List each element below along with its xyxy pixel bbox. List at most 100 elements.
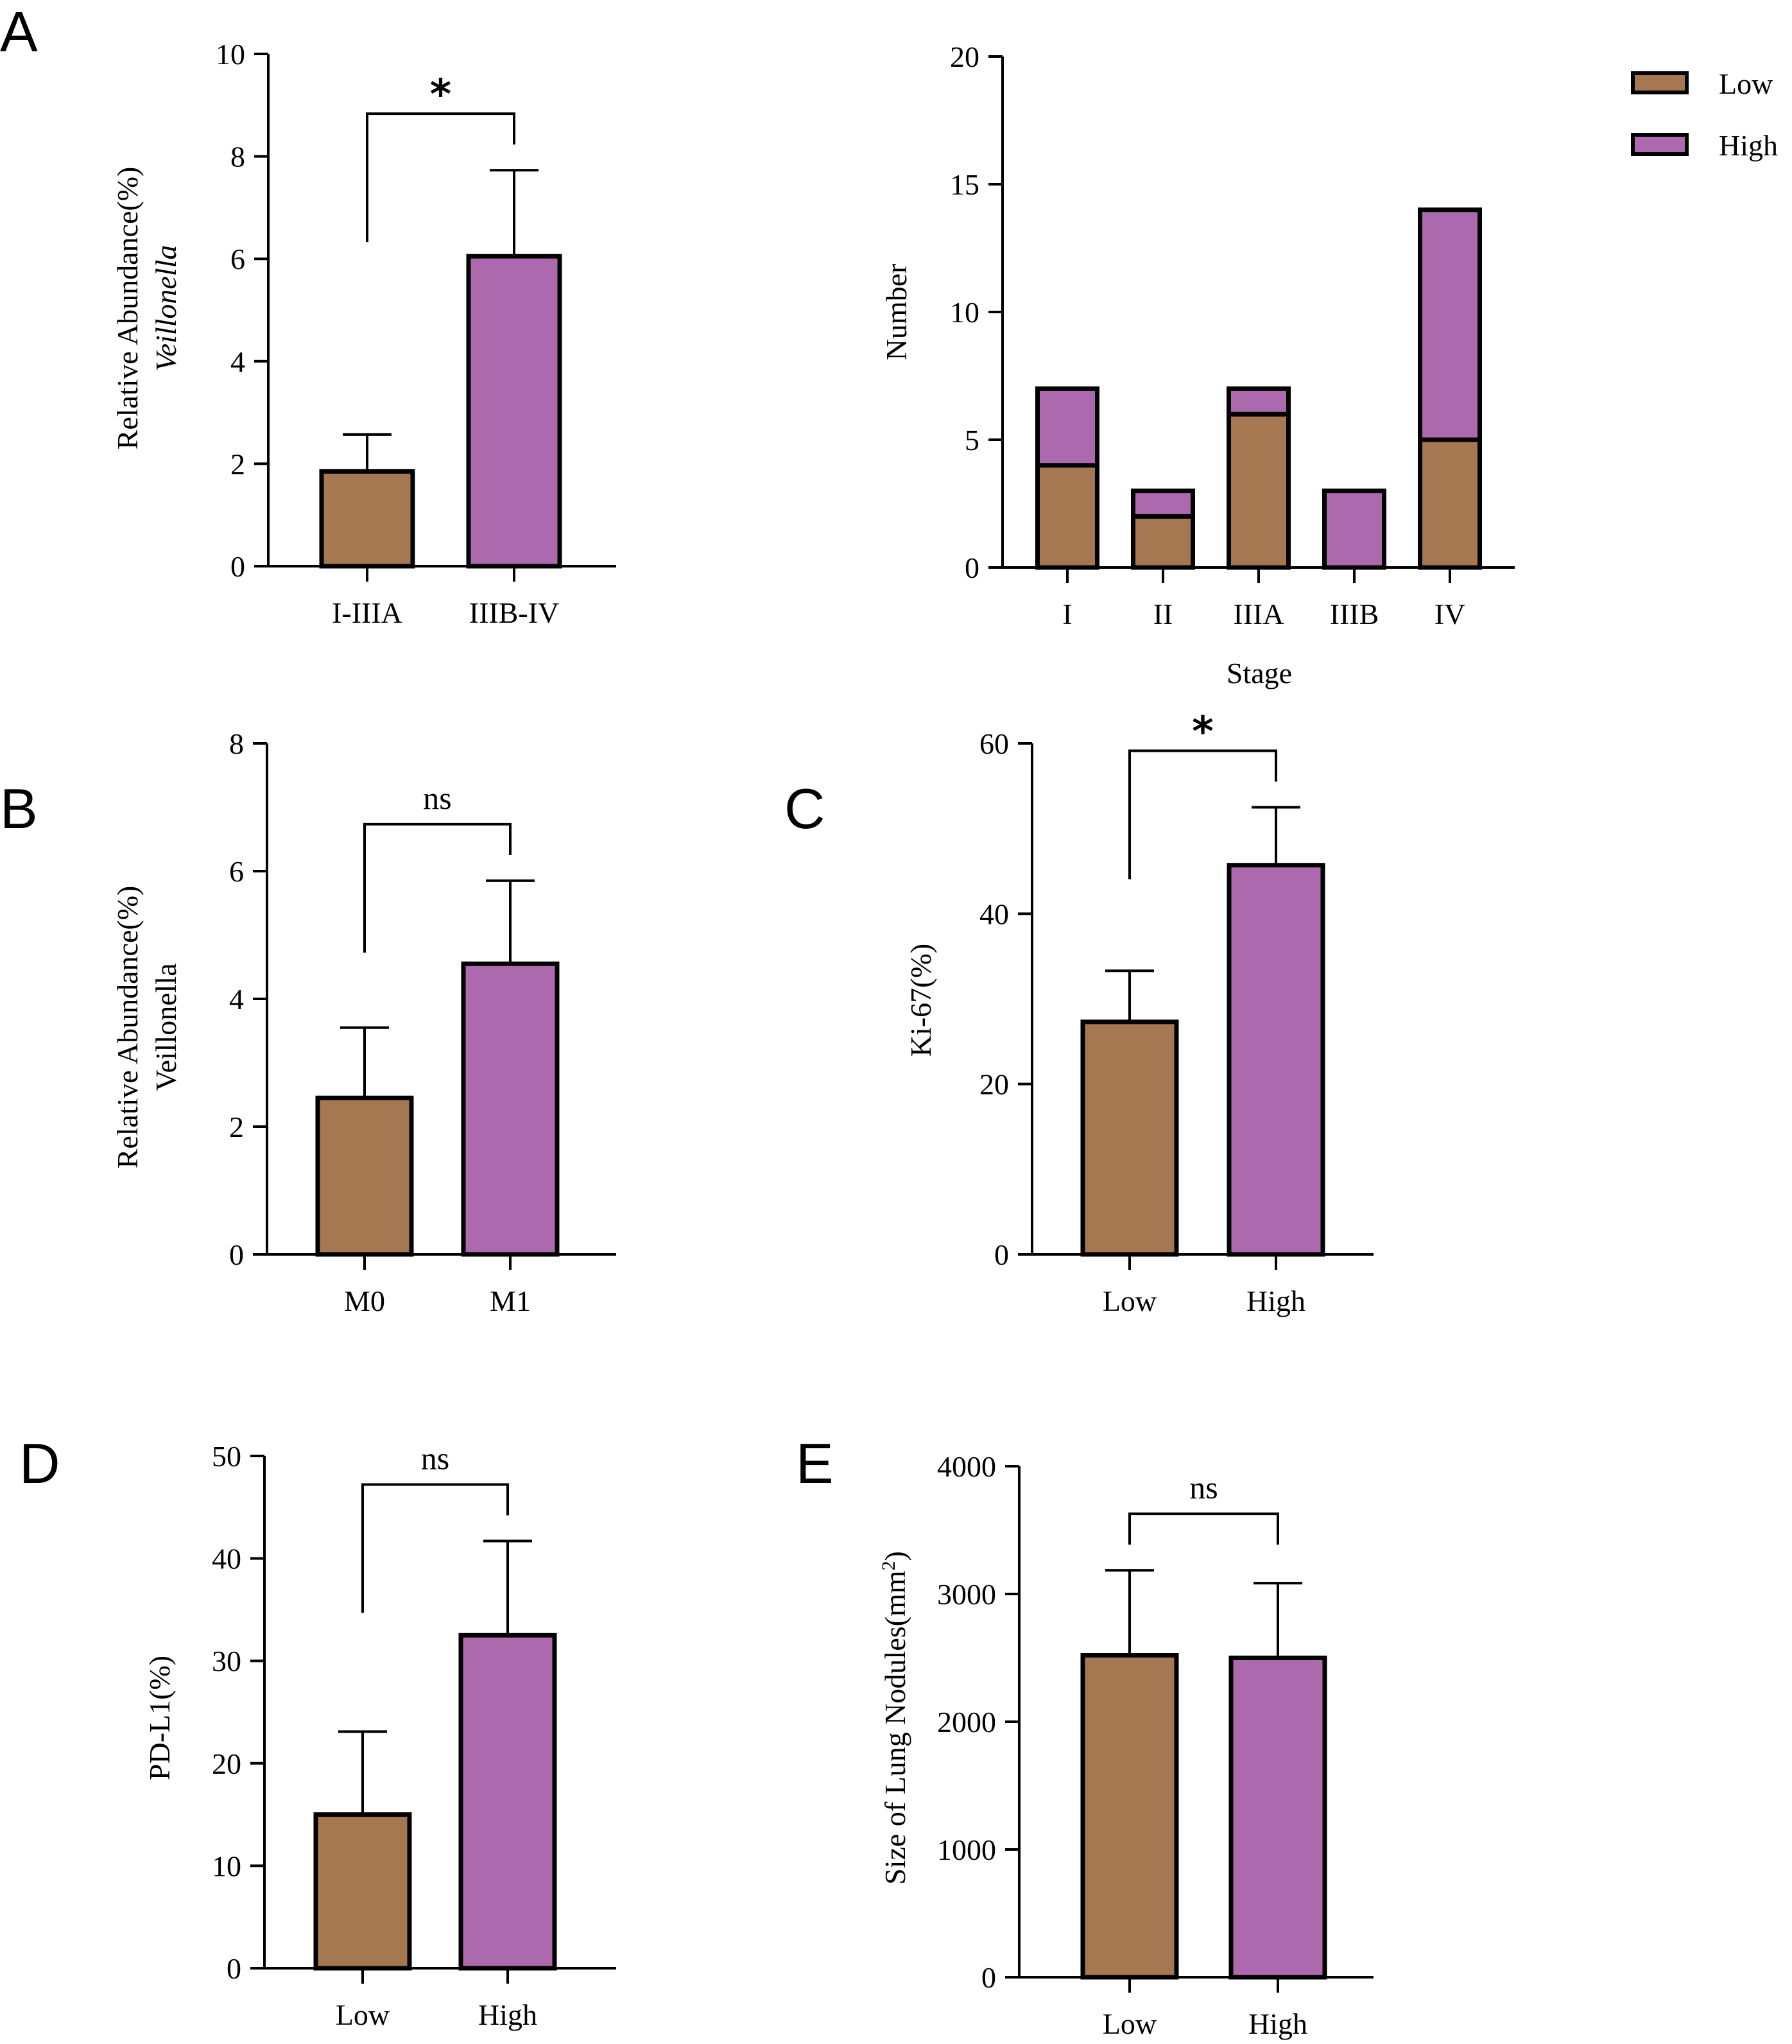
bar-high-i [1035,386,1099,468]
y-tick-label: 8 [230,141,245,173]
significance-bracket [1128,749,1277,879]
significance-label: * [1192,709,1213,756]
y-tick-label: 4 [230,345,245,378]
x-tick-label: IIIB [1330,598,1379,630]
x-tick-label: Low [1103,1285,1157,1317]
y-tick-label: 20 [950,40,979,73]
x-tick-label: M0 [344,1285,385,1317]
y-tick-label: 40 [212,1543,241,1575]
y-axis-title-superscript: 2 [878,1561,899,1571]
y-tick-label: 0 [230,550,245,583]
y-axis-title: Number [880,264,913,361]
legend-swatch-high [1631,133,1689,156]
y-tick-label: 20 [212,1747,241,1780]
y-axis-title-genus: Veillonella [150,963,182,1091]
y-tick-label: 4000 [937,1450,996,1483]
y-axis-title: Relative Abundance(%) [111,886,144,1169]
legend-swatch-low [1631,71,1689,94]
y-tick-label: 10 [950,296,979,329]
bar-high [1227,863,1325,1257]
y-tick-label: 3000 [937,1578,996,1611]
x-tick-label: I-IIIA [332,596,402,629]
y-tick-label: 0 [227,1952,241,1985]
panel-letter-d: D [19,1432,60,1495]
y-tick-label: 40 [979,897,1009,930]
y-tick-label: 6 [229,855,244,888]
significance-bracket [366,112,515,243]
x-tick-label: High [478,1998,537,2031]
y-axis-title: PD-L1(%) [143,1656,176,1780]
significance-bracket [361,1483,509,1613]
chart-d-pdl1: 0 10 20 30 40 50 Low High ns PD-L1(%) [143,1440,616,2031]
y-tick-label: 0 [965,551,979,584]
y-tick-label: 50 [212,1440,241,1473]
bar-m0 [315,1095,414,1257]
significance-label: ns [421,1440,449,1476]
x-tick-label: High [1248,2007,1307,2040]
y-tick-label: 2 [230,447,245,480]
legend: Low High [1631,67,1778,162]
y-tick-label: 0 [981,1961,996,1994]
x-tick-label: IV [1434,598,1466,630]
x-tick-label: IIIB-IV [469,596,560,629]
bar-low-i [1035,463,1099,570]
x-tick-label: Low [336,1998,390,2031]
bar-i-iiia [319,469,415,569]
significance-label: ns [423,780,451,816]
y-tick-label: 0 [229,1238,244,1271]
y-tick-label: 2000 [937,1706,996,1738]
bar-high [1228,1656,1327,1980]
bar-low [313,1812,412,1971]
bar-iiib-iv [466,254,562,569]
significance-bracket [363,822,512,953]
bar-high-iiib [1322,489,1386,570]
y-axis-title-genus: Veillonella [150,245,182,372]
y-tick-label: 2 [229,1111,244,1143]
bar-low [1080,1653,1179,1980]
panel-letter-e: E [796,1432,834,1495]
x-axis-title: Stage [1227,657,1292,689]
y-tick-label: 10 [216,38,245,71]
y-tick-label: 8 [229,727,244,760]
legend-label-high: High [1719,129,1778,162]
bar-high-ii [1131,489,1195,519]
bar-low-iv [1418,437,1482,570]
y-axis-title-tail: ) [879,1551,911,1561]
y-tick-label: 15 [950,168,979,201]
bar-low-iiia [1227,411,1291,570]
bar-m1 [461,961,560,1257]
chart-b-veillonella-metastasis: 0 2 4 6 8 M0 M1 ns Relative Abundance(%) Veillone… [111,727,616,1317]
legend-label-low: Low [1719,67,1773,100]
x-tick-label: Low [1103,2007,1157,2040]
bar-low-ii [1131,514,1195,570]
chart-a-veillonella-stage: 0 2 4 6 8 10 I-IIIA IIIB-IV * Relative Abundance(… [111,38,616,629]
bar-high-iv [1418,207,1482,442]
y-tick-label: 0 [994,1238,1009,1271]
bar-high-iiia [1227,386,1291,417]
y-tick-label: 60 [979,727,1009,760]
y-tick-label: 1000 [937,1833,996,1866]
x-tick-label: IIIA [1233,598,1284,630]
significance-label: ns [1189,1469,1218,1505]
x-tick-label: M1 [490,1285,531,1317]
panel-letter-b: B [0,777,38,840]
chart-c-ki67: 0 20 40 60 Low High * Ki-67(%) [904,709,1374,1317]
significance-label: * [430,71,451,119]
y-axis-title: Ki-67(%) [904,944,937,1057]
y-tick-label: 6 [230,243,245,275]
x-tick-label: High [1246,1285,1305,1317]
y-axis-title: Relative Abundance(%) [111,167,144,450]
bar-high [458,1633,557,1971]
y-tick-label: 10 [212,1849,241,1882]
y-tick-label: 4 [229,983,244,1016]
x-tick-label: I [1062,598,1072,630]
x-tick-label: II [1153,598,1173,630]
y-tick-label: 5 [965,424,979,456]
bar-low [1080,1019,1179,1257]
significance-bracket [1128,1512,1279,1545]
panel-letter-a: A [0,0,38,64]
chart-e-nodule-size: 0 1000 2000 3000 4000 Low High ns Size of Lung N… [878,1450,1374,2040]
y-axis-title: Size of Lung Nodules(mm2) [878,1551,912,1885]
